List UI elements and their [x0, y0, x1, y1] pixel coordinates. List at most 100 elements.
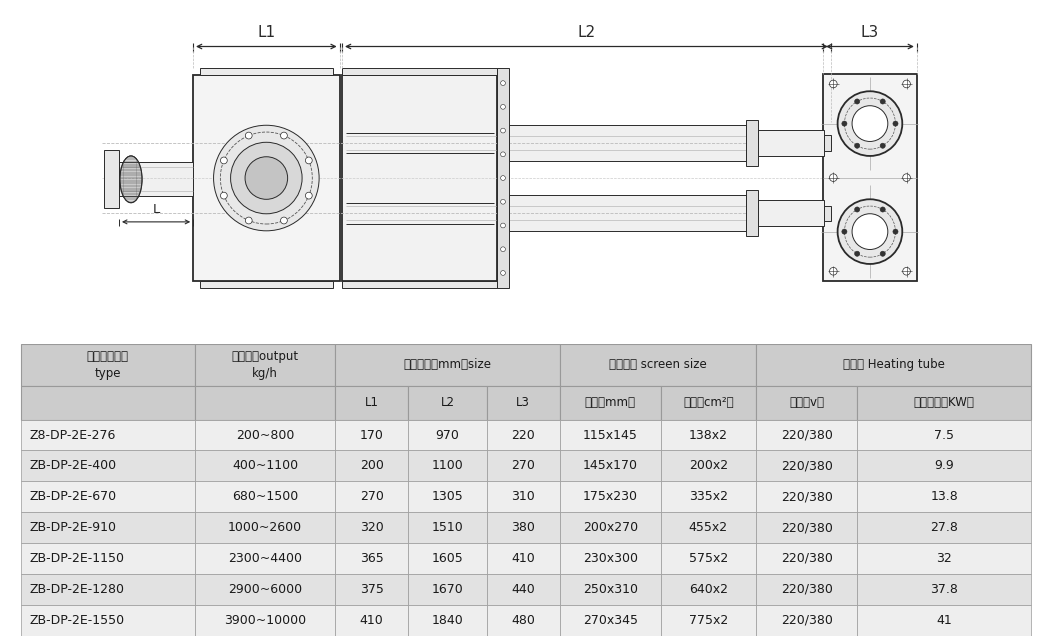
Bar: [487, 605, 560, 636]
Text: 220/380: 220/380: [781, 428, 832, 442]
Bar: [661, 543, 756, 574]
Bar: [560, 605, 661, 636]
Bar: [756, 420, 857, 451]
Circle shape: [501, 128, 505, 133]
Text: 220/380: 220/380: [781, 614, 832, 627]
Bar: [509, 125, 747, 160]
Bar: [857, 386, 1031, 420]
Text: 310: 310: [511, 490, 535, 503]
Bar: [487, 386, 560, 420]
Text: 滤网尺寸 screen size: 滤网尺寸 screen size: [609, 358, 707, 371]
Circle shape: [501, 152, 505, 157]
Text: 680~1500: 680~1500: [231, 490, 298, 503]
Text: 1510: 1510: [431, 521, 463, 534]
Text: L2: L2: [441, 396, 454, 410]
Bar: [756, 386, 857, 420]
Bar: [560, 343, 756, 386]
Text: ZB-DP-2E-400: ZB-DP-2E-400: [29, 460, 117, 473]
Bar: [560, 512, 661, 543]
Bar: [487, 543, 560, 574]
Text: 220/380: 220/380: [781, 583, 832, 596]
Bar: [661, 605, 756, 636]
Bar: [560, 386, 661, 420]
Circle shape: [852, 106, 888, 141]
Bar: [747, 190, 757, 236]
Bar: [195, 386, 336, 420]
Bar: [200, 68, 332, 74]
Bar: [195, 482, 336, 512]
Circle shape: [829, 268, 837, 275]
Circle shape: [854, 251, 859, 256]
Text: 1670: 1670: [431, 583, 463, 596]
Bar: [336, 543, 408, 574]
Text: 320: 320: [360, 521, 384, 534]
Circle shape: [881, 207, 886, 212]
Circle shape: [842, 121, 847, 126]
Text: ZB-DP-2E-910: ZB-DP-2E-910: [29, 521, 117, 534]
Circle shape: [829, 174, 837, 182]
Bar: [336, 386, 408, 420]
Bar: [195, 543, 336, 574]
Bar: [661, 451, 756, 482]
Bar: [560, 574, 661, 605]
Circle shape: [501, 200, 505, 204]
Bar: [857, 543, 1031, 574]
Circle shape: [837, 91, 903, 156]
Text: 直径（mm）: 直径（mm）: [585, 396, 635, 410]
Text: 380: 380: [511, 521, 535, 534]
Text: 1000~2600: 1000~2600: [228, 521, 302, 534]
Bar: [560, 420, 661, 451]
Text: 27.8: 27.8: [930, 521, 958, 534]
Text: ZB-DP-2E-1150: ZB-DP-2E-1150: [29, 552, 124, 565]
Bar: [497, 68, 509, 288]
Text: 37.8: 37.8: [930, 583, 958, 596]
Bar: [509, 195, 747, 231]
Bar: [21, 451, 195, 482]
Text: 220: 220: [511, 428, 535, 442]
Circle shape: [903, 174, 910, 182]
Bar: [195, 343, 336, 386]
Circle shape: [501, 81, 505, 85]
Circle shape: [245, 157, 287, 199]
Bar: [336, 451, 408, 482]
Circle shape: [842, 229, 847, 234]
Bar: [342, 68, 497, 74]
Bar: [857, 482, 1031, 512]
Text: L3: L3: [517, 396, 530, 410]
Bar: [487, 451, 560, 482]
Bar: [408, 512, 487, 543]
Bar: [487, 574, 560, 605]
Text: 640x2: 640x2: [689, 583, 728, 596]
Bar: [21, 605, 195, 636]
Bar: [757, 130, 824, 155]
Bar: [560, 543, 661, 574]
Text: 轮廓尺寸（mm）size: 轮廓尺寸（mm）size: [403, 358, 491, 371]
Text: 200~800: 200~800: [236, 428, 295, 442]
Bar: [408, 482, 487, 512]
Text: 7.5: 7.5: [934, 428, 954, 442]
Text: 270: 270: [511, 460, 535, 473]
Text: 加热器 Heating tube: 加热器 Heating tube: [843, 358, 945, 371]
Bar: [21, 574, 195, 605]
Bar: [21, 386, 195, 420]
Text: 2300~4400: 2300~4400: [228, 552, 302, 565]
Circle shape: [221, 192, 227, 199]
Text: 41: 41: [936, 614, 952, 627]
Text: 200x270: 200x270: [583, 521, 638, 534]
Bar: [560, 451, 661, 482]
Bar: [487, 420, 560, 451]
Circle shape: [501, 270, 505, 275]
Text: 9.9: 9.9: [934, 460, 954, 473]
Text: 410: 410: [360, 614, 384, 627]
Bar: [756, 605, 857, 636]
Text: 220/380: 220/380: [781, 490, 832, 503]
Bar: [21, 512, 195, 543]
Circle shape: [903, 268, 910, 275]
Bar: [857, 420, 1031, 451]
Bar: [336, 512, 408, 543]
Circle shape: [852, 214, 888, 250]
Bar: [857, 605, 1031, 636]
Circle shape: [230, 143, 302, 214]
Circle shape: [829, 80, 837, 88]
Text: L1: L1: [258, 24, 276, 40]
